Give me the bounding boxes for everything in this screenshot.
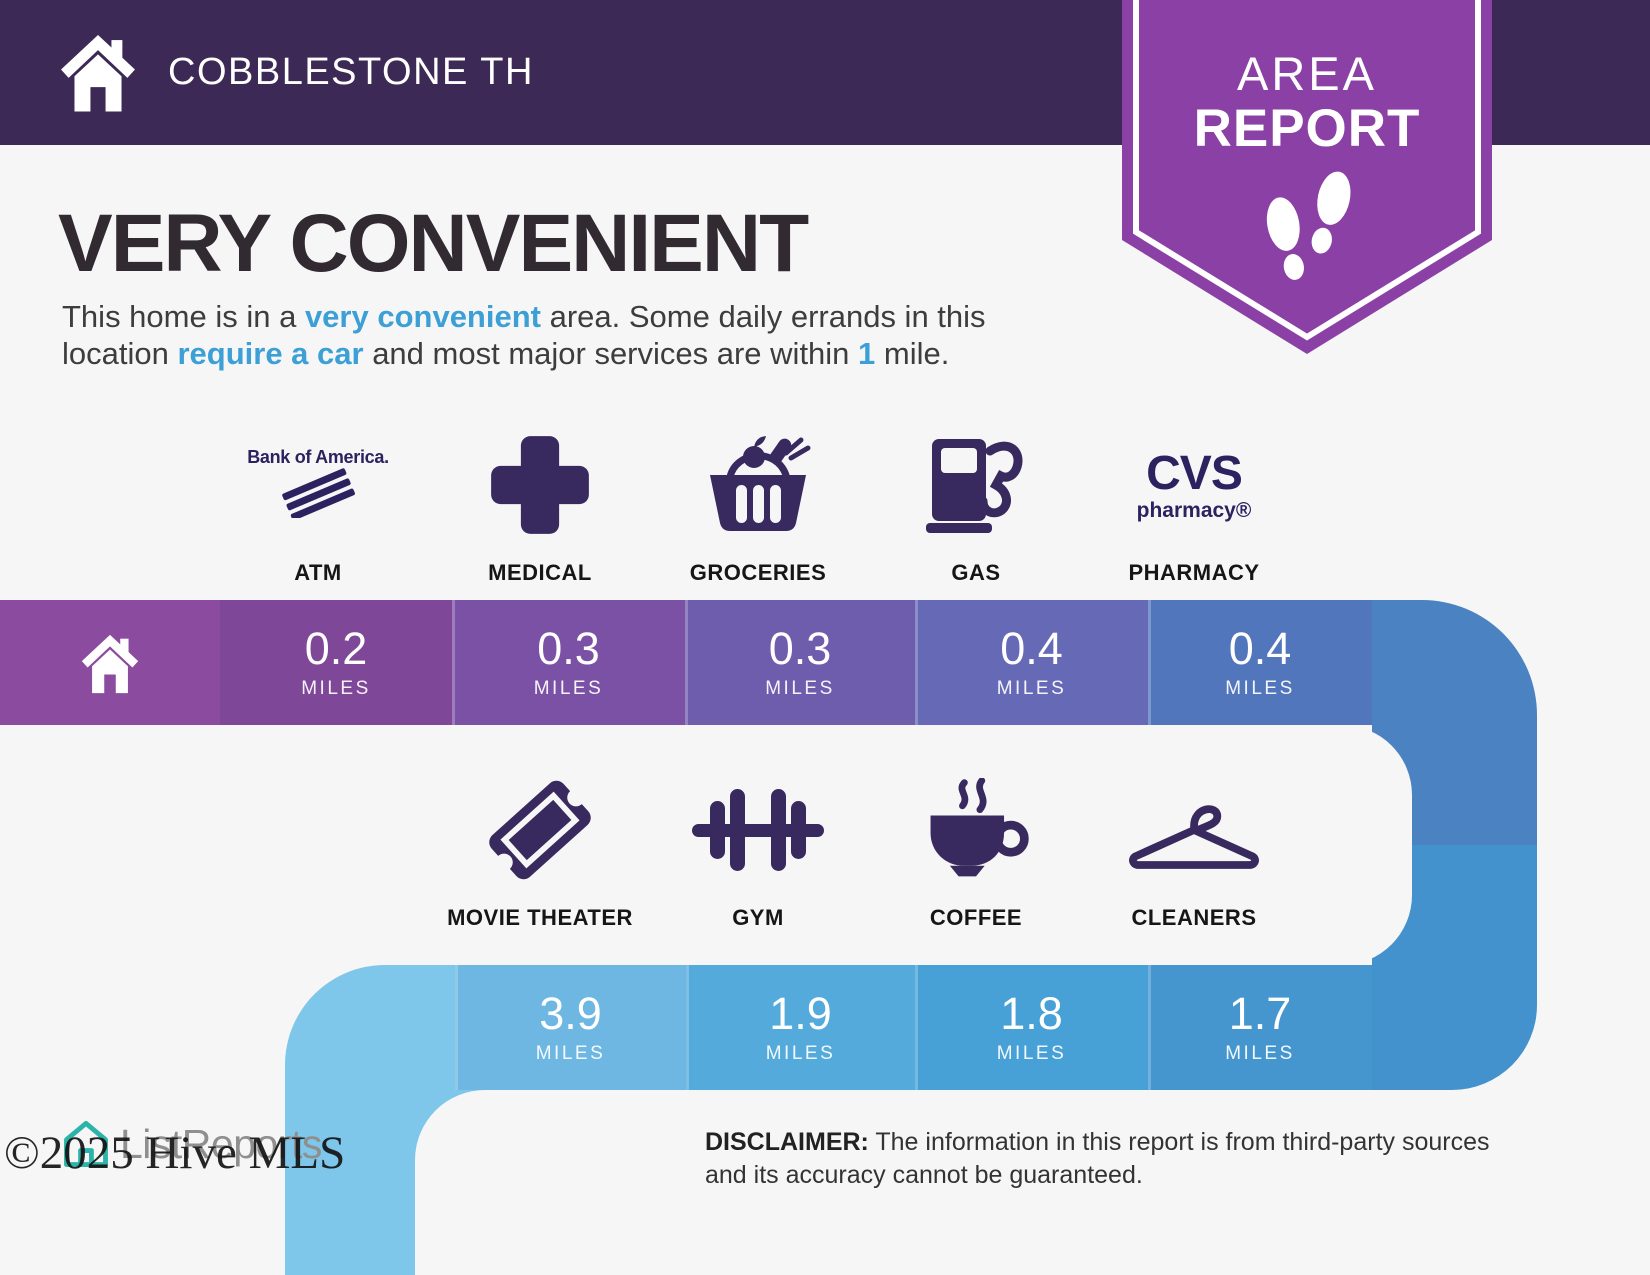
area-report-badge: AREA REPORT bbox=[1122, 0, 1492, 366]
amenity-groceries: GROCERIES bbox=[649, 420, 867, 586]
distance-segment-gym: 1.9 MILES bbox=[686, 965, 915, 1090]
property-title: COBBLESTONE TH bbox=[168, 51, 534, 93]
amenity-atm: Bank of America. ATM bbox=[209, 420, 427, 586]
distance-segment-groceries: 0.3 MILES bbox=[685, 600, 915, 725]
amenity-label: GAS bbox=[951, 560, 1001, 585]
amenity-label: COFFEE bbox=[929, 905, 1023, 930]
amenity-gym: GYM bbox=[649, 765, 867, 931]
amenity-label: MEDICAL bbox=[488, 560, 592, 585]
amenity-coffee: COFFEE bbox=[867, 765, 1085, 931]
distance-bar-row1: 0.2 MILES 0.3 MILES 0.3 MILES 0.4 MILES 0.4 M… bbox=[0, 600, 1412, 725]
badge-title-line1: AREA bbox=[1237, 47, 1377, 100]
disclaimer: DISCLAIMER: The information in this repo… bbox=[705, 1126, 1520, 1192]
grocery-basket-icon bbox=[710, 436, 811, 531]
amenity-label: PHARMACY bbox=[1128, 560, 1260, 585]
distance-segment-medical: 0.3 MILES bbox=[452, 600, 685, 725]
bar-left-connector bbox=[285, 1064, 415, 1275]
description-text: This home is in a bbox=[62, 299, 305, 334]
description-text: area. Some daily errands in this bbox=[540, 299, 986, 334]
dumbbell-icon bbox=[692, 789, 824, 871]
coffee-cup-icon bbox=[930, 778, 1029, 877]
description-text: and most major services are within bbox=[363, 336, 859, 371]
listreports-house-icon bbox=[64, 1120, 108, 1168]
amenity-cleaners: CLEANERS bbox=[1085, 765, 1303, 931]
amenity-medical: MEDICAL bbox=[431, 420, 649, 586]
amenity-gas: GAS bbox=[867, 420, 1085, 586]
amenity-label: MOVIE THEATER bbox=[447, 905, 633, 930]
description-text: location bbox=[62, 336, 178, 371]
distance-segment-cleaners: 1.7 MILES bbox=[1148, 965, 1372, 1090]
distance-segment-atm: 0.2 MILES bbox=[220, 600, 452, 725]
page-title: VERY CONVENIENT bbox=[58, 198, 809, 289]
home-segment bbox=[0, 600, 220, 725]
amenity-label: ATM bbox=[294, 560, 342, 585]
amenity-label: CLEANERS bbox=[1131, 905, 1257, 930]
disclaimer-text: The information in this report is from t… bbox=[705, 1128, 1490, 1189]
distance-segment-gas: 0.4 MILES bbox=[915, 600, 1148, 725]
highlight-very-convenient: very convenient bbox=[304, 299, 541, 334]
bank-of-america-logo: Bank of America. bbox=[247, 447, 389, 523]
distance-segment-movie-theater: 3.9 MILES bbox=[455, 965, 686, 1090]
amenity-movie-theater: MOVIE THEATER bbox=[431, 765, 649, 931]
highlight-require-a-car: require a car bbox=[177, 336, 364, 371]
listreports-logo-text: ListReports bbox=[120, 1120, 322, 1167]
description-text: mile. bbox=[875, 336, 950, 371]
listreports-logo: ListReports bbox=[60, 1118, 322, 1170]
badge-title-line2: REPORT bbox=[1193, 99, 1421, 158]
highlight-one: 1 bbox=[858, 336, 876, 371]
distance-bar-row2: 3.9 MILES 1.9 MILES 1.8 MILES 1.7 MILES bbox=[285, 965, 1412, 1090]
description: This home is in a very convenient area. … bbox=[62, 298, 1122, 372]
cvs-pharmacy-logo: CVS pharmacy® bbox=[1136, 446, 1252, 522]
amenity-label: GYM bbox=[732, 905, 784, 930]
bar-corner-filler bbox=[1372, 965, 1412, 1090]
footprints-icon bbox=[1266, 171, 1351, 280]
amenity-label: GROCERIES bbox=[689, 560, 827, 585]
home-icon bbox=[61, 35, 135, 112]
bar-inner-corner-cutout bbox=[415, 1090, 575, 1250]
home-icon bbox=[81, 634, 139, 693]
mls-watermark: ©2025 Hive MLS bbox=[4, 1127, 346, 1179]
disclaimer-label: DISCLAIMER: bbox=[705, 1128, 869, 1156]
badge-shape-icon bbox=[1122, 0, 1492, 354]
distance-segment-pharmacy: 0.4 MILES bbox=[1148, 600, 1372, 725]
hanger-icon bbox=[1129, 805, 1259, 869]
gas-pump-icon bbox=[926, 439, 1023, 533]
bank-flag-icon bbox=[282, 468, 355, 521]
distance-segment-coffee: 1.8 MILES bbox=[915, 965, 1148, 1090]
amenity-pharmacy: CVS pharmacy® PHARMACY bbox=[1085, 420, 1303, 586]
medical-cross-icon bbox=[491, 436, 589, 534]
movie-ticket-icon bbox=[489, 780, 591, 880]
